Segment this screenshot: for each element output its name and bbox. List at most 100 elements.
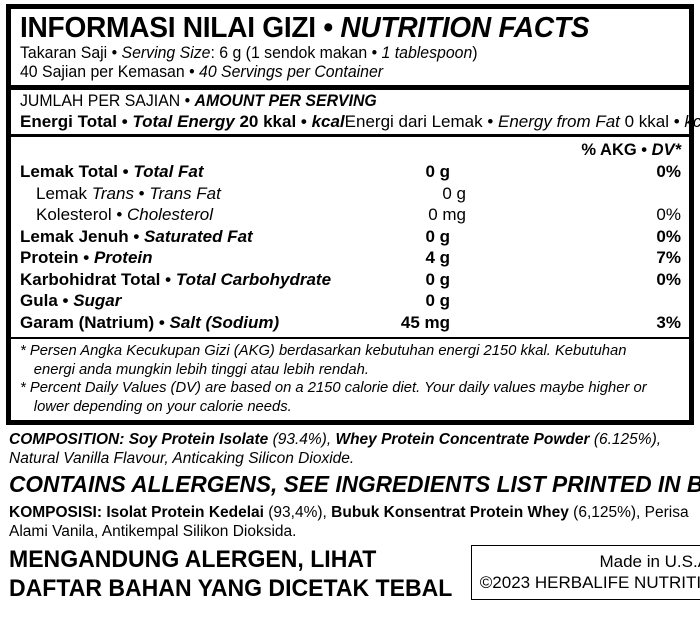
- nutrient-name: Kolesterol • Cholesterol: [20, 204, 366, 226]
- allergen-id-line-2: DAFTAR BAHAN YANG DICETAK TEBAL: [9, 575, 453, 602]
- nutrient-value: 0 g: [425, 291, 450, 310]
- energy-row: Energi Total • Total Energy 20 kkal • kc…: [20, 111, 700, 134]
- nutrient-name-id: Karbohidrat Total •: [20, 269, 176, 289]
- nutrient-value: 0 g: [425, 226, 450, 246]
- nutrient-row-protein: Protein • Protein 4 g 7%: [20, 247, 681, 269]
- nutrient-name: Karbohidrat Total • Total Carbohydrate: [20, 269, 350, 291]
- allergen-statement-indonesian: MENGANDUNG ALERGEN, LIHAT DAFTAR BAHAN Y…: [9, 545, 471, 603]
- nutrient-name-id: Kolesterol •: [36, 205, 127, 224]
- servings-per-container-line: 40 Sajian per Kemasan • 40 Servings per …: [20, 63, 655, 85]
- nutrient-row-saturated-fat: Lemak Jenuh • Saturated Fat 0 g 0%: [20, 226, 681, 248]
- nutrition-table-inner: INFORMASI NILAI GIZI • NUTRITION FACTS T…: [10, 8, 700, 421]
- total-energy-label-en: Total Energy: [132, 112, 235, 131]
- energy-from-fat-label-id: Energi dari Lemak •: [344, 112, 499, 131]
- nutrient-value: 0 g: [442, 183, 466, 203]
- amount-heading-id: JUMLAH PER SAJIAN •: [20, 92, 195, 110]
- nutrient-name-en: Total Carbohydrate: [175, 269, 332, 289]
- nutrient-daily-value: 3%: [656, 312, 681, 332]
- title-block: INFORMASI NILAI GIZI • NUTRITION FACTS T…: [11, 9, 689, 85]
- nutrient-name: Garam (Natrium) • Salt (Sodium): [20, 312, 350, 334]
- nutrient-name-id: Lemak Total •: [20, 162, 134, 181]
- daily-value-header-en: DV*: [651, 141, 681, 159]
- serving-size-value: : 6 g (1 sendok makan •: [210, 44, 382, 62]
- composition-indonesian: KOMPOSISI: Isolat Protein Kedelai (93,4%…: [9, 500, 692, 541]
- total-energy-unit-en: kcal: [311, 112, 345, 131]
- copyright-line: ©2023 HERBALIFE NUTRITION: [479, 573, 700, 592]
- composition-rest-en: (6.125%), Natural Vanilla Flavour, Antic…: [9, 431, 662, 467]
- bottom-band: MENGANDUNG ALERGEN, LIHAT DAFTAR BAHAN Y…: [9, 541, 700, 603]
- nutrient-value: 4 g: [425, 248, 450, 267]
- footnote-dv: * Percent Daily Values (DV) are based on…: [20, 379, 647, 415]
- divider-energy: [11, 134, 689, 137]
- amount-per-serving-heading: JUMLAH PER SAJIAN • AMOUNT PER SERVING: [20, 90, 655, 111]
- energy-from-fat-unit-en: kcal: [684, 112, 700, 131]
- nutrient-name-id: Gula •: [20, 291, 74, 310]
- allergen-statement-english: CONTAINS ALLERGENS, SEE INGREDIENTS LIST…: [9, 471, 700, 497]
- footnotes-block: * Persen Angka Kecukupan Gizi (AKG) berd…: [11, 339, 689, 420]
- composition-percent-1-id: (93,4%),: [268, 504, 332, 521]
- title-english: NUTRITION FACTS: [340, 12, 590, 44]
- divider-thick-top: [11, 85, 689, 90]
- servings-per-container-en: 40 Servings per Container: [199, 63, 384, 81]
- nutrient-name-en: Protein: [93, 248, 153, 267]
- nutrient-block: % AKG • DV* Lemak Total • Total Fat 0 g …: [11, 137, 689, 337]
- nutrient-name-en: Sugar: [73, 291, 122, 310]
- nutrient-name: Gula • Sugar: [20, 290, 350, 312]
- page-title: INFORMASI NILAI GIZI • NUTRITION FACTS: [20, 9, 661, 44]
- nutrient-value: 0 mg: [428, 205, 466, 224]
- composition-english: COMPOSITION: Soy Protein Isolate (93.4%)…: [9, 430, 692, 468]
- energy-from-fat: Energi dari Lemak • Energy from Fat 0 kk…: [345, 111, 700, 132]
- serving-size-label-en: Serving Size: [121, 44, 211, 62]
- nutrient-name: Lemak Total • Total Fat: [20, 161, 350, 183]
- nutrient-daily-value: 0%: [656, 205, 681, 224]
- nutrient-name-en: Total Fat: [133, 162, 204, 181]
- amount-heading-en: AMOUNT PER SERVING: [194, 92, 377, 110]
- composition-ingredient-2-id: Bubuk Konsentrat Protein Whey: [331, 504, 574, 521]
- title-indonesian: INFORMASI NILAI GIZI: [20, 12, 316, 44]
- nutrient-name-id: Lemak Jenuh •: [20, 226, 145, 246]
- nutrient-daily-value: 0%: [656, 162, 681, 181]
- nutrient-daily-value: 0%: [656, 269, 681, 289]
- nutrient-row-cholesterol: Kolesterol • Cholesterol 0 mg 0%: [20, 204, 681, 226]
- made-in-country: Made in U.S.A.: [599, 552, 700, 571]
- nutrient-value: 0 g: [425, 162, 450, 181]
- nutrient-daily-value: 0%: [656, 226, 681, 246]
- nutrition-table: INFORMASI NILAI GIZI • NUTRITION FACTS T…: [6, 4, 700, 425]
- nutrient-name-id: Garam (Natrium) •: [20, 312, 170, 332]
- nutrient-name-en: Trans Fat: [149, 183, 221, 203]
- energy-from-fat-value: 0 kkal •: [619, 112, 685, 131]
- energy-from-fat-label-en: Energy from Fat: [498, 112, 620, 131]
- servings-per-container-id: 40 Sajian per Kemasan •: [20, 63, 200, 81]
- nutrient-row-total-carbohydrate: Karbohidrat Total • Total Carbohydrate 0…: [20, 269, 681, 291]
- nutrient-value: 45 mg: [400, 312, 450, 332]
- composition-ingredient-2-en: Whey Protein Concentrate Powder: [335, 431, 594, 448]
- amount-per-serving-block: JUMLAH PER SAJIAN • AMOUNT PER SERVING E…: [11, 90, 700, 134]
- nutrient-rows: Lemak Total • Total Fat 0 g 0% Lemak Tra…: [20, 161, 681, 337]
- total-energy: Energi Total • Total Energy 20 kkal • kc…: [20, 111, 345, 132]
- composition-percent-1-en: (93.4%),: [272, 431, 336, 448]
- total-energy-value: 20 kkal •: [234, 112, 312, 131]
- title-separator: •: [315, 12, 341, 44]
- footnote-akg: * Persen Angka Kecukupan Gizi (AKG) berd…: [20, 342, 627, 378]
- nutrient-name-en: Salt (Sodium): [169, 312, 280, 332]
- nutrient-name-en: Saturated Fat: [144, 226, 253, 246]
- nutrient-name: Lemak Trans • Trans Fat: [20, 183, 366, 205]
- divider-footnotes: [11, 337, 689, 339]
- nutrient-value: 0 g: [425, 269, 450, 289]
- made-in-box: Made in U.S.A. ©2023 HERBALIFE NUTRITION: [470, 545, 700, 600]
- daily-value-header: % AKG • DV*: [20, 137, 681, 161]
- nutrient-row-sugar: Gula • Sugar 0 g: [20, 290, 681, 312]
- nutrient-row-trans-fat: Lemak Trans • Trans Fat 0 g: [20, 183, 681, 205]
- composition-ingredient-1-en: Soy Protein Isolate: [128, 431, 273, 448]
- serving-size-label-id: Takaran Saji •: [20, 44, 122, 62]
- composition-header-en: COMPOSITION:: [9, 431, 129, 448]
- composition-ingredient-1-id: Isolat Protein Kedelai: [106, 504, 269, 521]
- nutrient-name: Protein • Protein: [20, 247, 350, 269]
- nutrient-name: Lemak Jenuh • Saturated Fat: [20, 226, 350, 248]
- serving-size-close: ): [472, 44, 478, 62]
- nutrient-name-id: Protein •: [20, 248, 94, 267]
- total-energy-label-id: Energi Total •: [20, 112, 133, 131]
- nutrient-daily-value: 7%: [656, 248, 681, 267]
- serving-size-value-en: 1 tablespoon: [381, 44, 473, 62]
